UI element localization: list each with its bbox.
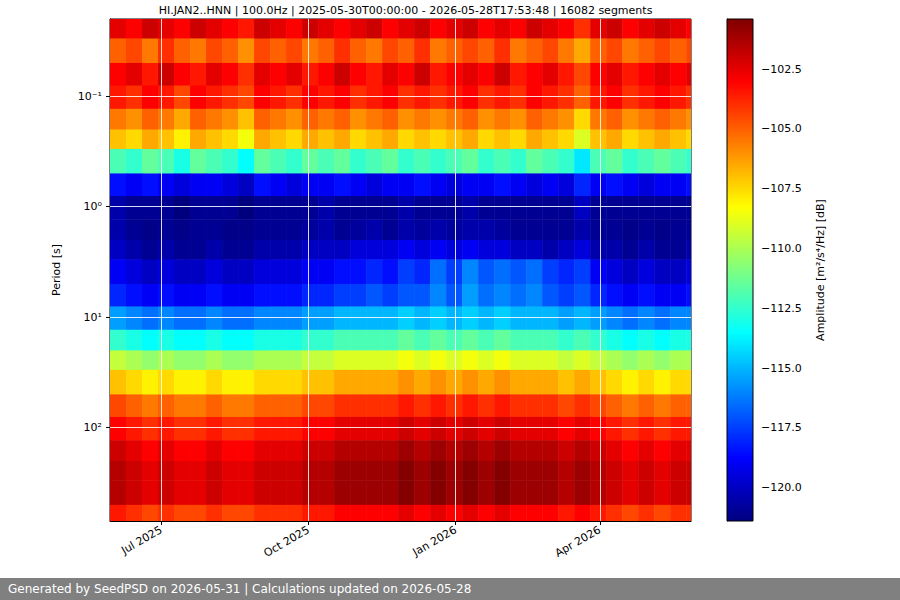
- svg-text:10⁰: 10⁰: [84, 200, 103, 213]
- svg-text:10²: 10²: [84, 421, 102, 434]
- svg-text:−110.0: −110.0: [761, 242, 802, 255]
- svg-text:Apr 2026: Apr 2026: [553, 523, 603, 559]
- svg-text:10⁻¹: 10⁻¹: [78, 90, 102, 103]
- svg-text:−115.0: −115.0: [761, 362, 802, 375]
- svg-text:Jan 2026: Jan 2026: [410, 523, 459, 559]
- svg-text:−112.5: −112.5: [761, 302, 802, 315]
- svg-text:Amplitude [m²/s⁴/Hz] [dB]: Amplitude [m²/s⁴/Hz] [dB]: [814, 199, 827, 341]
- svg-text:Generated by SeedPSD on 2026-0: Generated by SeedPSD on 2026-05-31 | Cal…: [8, 582, 471, 596]
- svg-text:Period [s]: Period [s]: [50, 244, 63, 296]
- svg-text:−102.5: −102.5: [761, 63, 802, 76]
- svg-text:HI.JAN2..HNN | 100.0Hz | 2025-: HI.JAN2..HNN | 100.0Hz | 2025-05-30T00:0…: [159, 4, 653, 17]
- svg-text:−107.5: −107.5: [761, 182, 802, 195]
- svg-text:−117.5: −117.5: [761, 421, 802, 434]
- svg-text:Oct 2025: Oct 2025: [262, 523, 312, 559]
- svg-text:−105.0: −105.0: [761, 122, 802, 135]
- svg-text:Jul 2025: Jul 2025: [118, 523, 164, 557]
- svg-text:10¹: 10¹: [84, 311, 102, 324]
- svg-text:−120.0: −120.0: [761, 481, 802, 494]
